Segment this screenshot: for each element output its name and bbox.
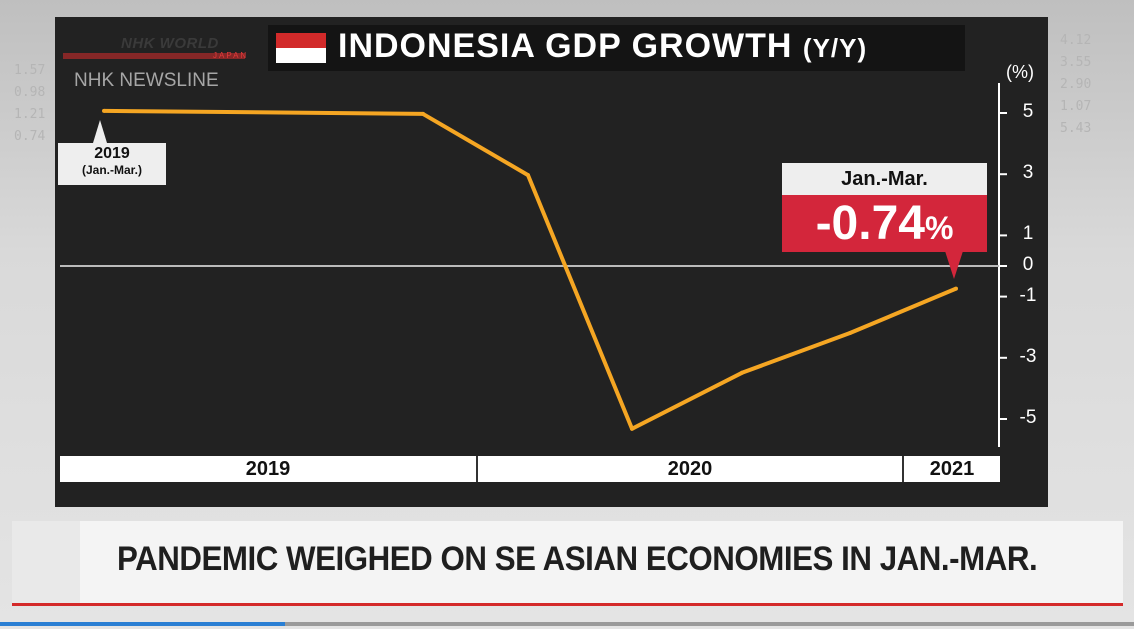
title-box — [268, 25, 965, 71]
y-axis-unit: (%) — [1006, 62, 1034, 82]
nhk-world-logo: NHK WORLD JAPAN — [63, 33, 248, 63]
data-point-3 — [630, 426, 634, 431]
lower-third — [12, 521, 1123, 604]
y-tick-label--5: -5 — [1019, 407, 1037, 428]
chart-title-text: INDONESIA GDP GROWTH — [338, 27, 793, 65]
y-tick-label-3: 3 — [1022, 162, 1034, 184]
start-callout-year: 2019 — [94, 145, 130, 162]
logo-subtext: JAPAN — [213, 51, 249, 60]
data-point-2 — [526, 173, 530, 178]
y-tick-label-0: 0 — [1022, 254, 1034, 275]
program-name: NHK NEWSLINE — [74, 70, 219, 91]
headline: PANDEMIC WEIGHED ON SE ASIAN ECONOMIES I… — [117, 540, 1038, 578]
data-point-1 — [421, 111, 425, 116]
data-point-4 — [740, 370, 744, 375]
y-tick-label-5: 5 — [1022, 101, 1034, 122]
latest-period-label: Jan.-Mar. — [782, 163, 987, 195]
data-point-6 — [954, 286, 958, 291]
logo-text: NHK WORLD — [121, 35, 219, 52]
chart-title: INDONESIA GDP GROWTH (Y/Y) — [338, 27, 867, 66]
latest-value-pointer — [945, 251, 963, 279]
x-group-2019: 2019 — [60, 456, 478, 482]
latest-value: -0.74 — [815, 197, 925, 250]
latest-value-unit: % — [924, 210, 954, 246]
data-points — [102, 108, 958, 431]
start-callout: 2019 (Jan.-Mar.) — [58, 143, 166, 185]
x-group-2021: 2021 — [929, 458, 975, 480]
headline-rule — [12, 603, 1123, 606]
series-line — [103, 108, 957, 431]
latest-value-badge: -0.74% — [782, 195, 987, 252]
start-callout-pointer — [93, 120, 107, 143]
x-group-2020: 2020 — [478, 456, 904, 482]
chart-panel — [55, 17, 1048, 507]
y-axis-ticks — [999, 112, 1007, 420]
data-point-0 — [102, 108, 106, 113]
y-tick-label-1: 1 — [1022, 223, 1034, 245]
progress-bar-track — [285, 622, 1134, 626]
progress-bar-fill — [0, 622, 285, 626]
y-tick-label--1: -1 — [1019, 284, 1037, 306]
indonesia-flag-icon — [276, 33, 326, 63]
x-axis-year-bar: 2019 2020 2021 — [60, 456, 1000, 482]
chart-title-suffix: (Y/Y) — [802, 33, 868, 63]
data-point-5 — [848, 331, 852, 336]
y-tick-label--3: -3 — [1019, 345, 1037, 367]
start-callout-period: (Jan.-Mar.) — [81, 163, 142, 177]
